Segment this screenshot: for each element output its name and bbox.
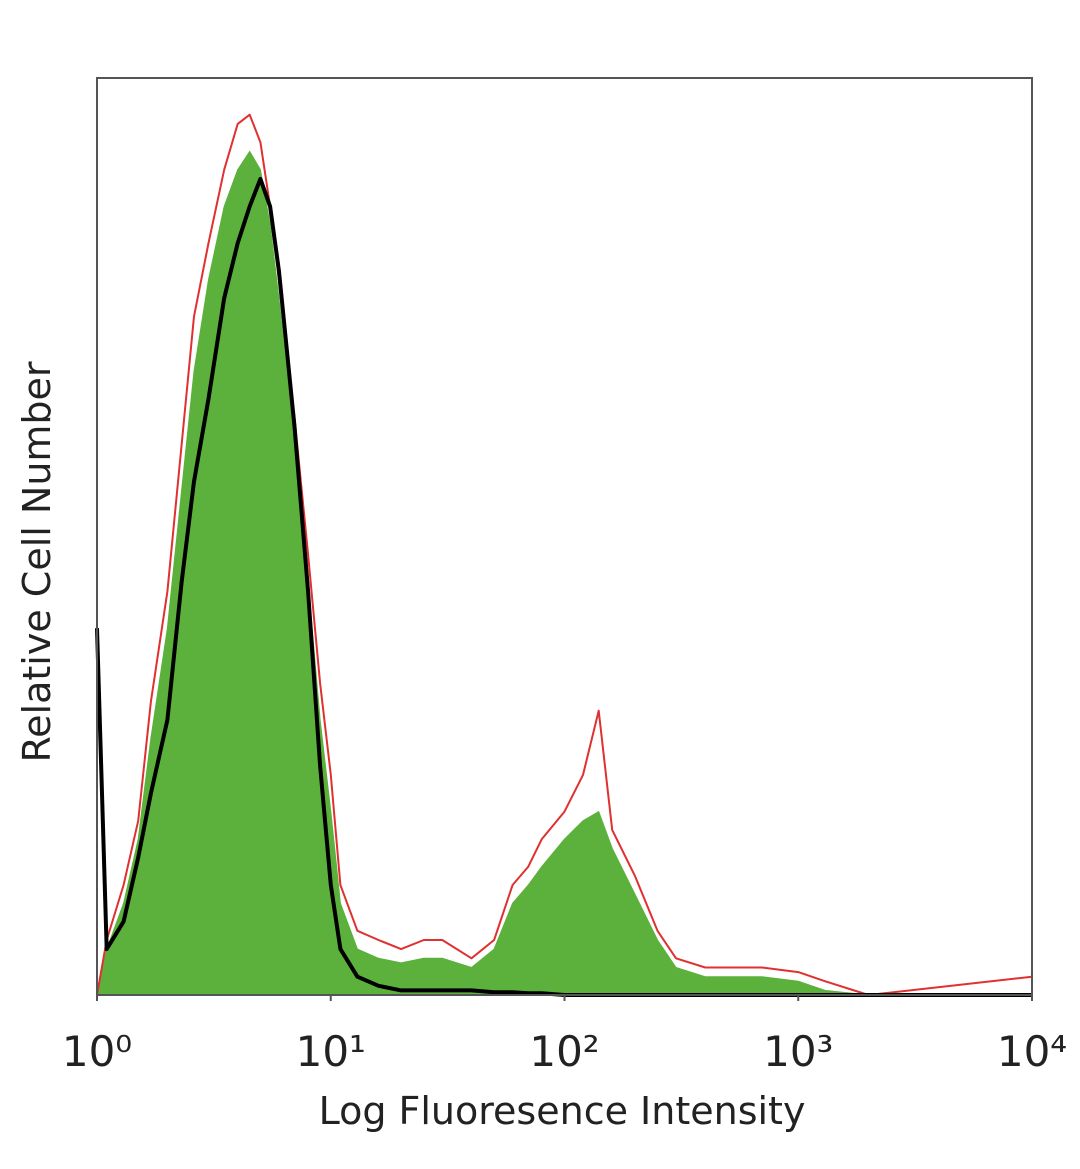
histogram-area bbox=[96, 150, 1032, 996]
x-tick-label: 10⁴ bbox=[997, 1027, 1067, 1076]
histogram-line bbox=[96, 113, 1033, 996]
x-tick-label: 10¹ bbox=[296, 1027, 366, 1076]
x-tick-label: 10² bbox=[529, 1027, 599, 1076]
x-axis-label: Log Fluoresence Intensity bbox=[319, 1089, 806, 1133]
x-tick-label: 10⁰ bbox=[62, 1027, 132, 1076]
y-axis-label: Relative Cell Number bbox=[15, 361, 59, 762]
x-tick-label: 10³ bbox=[763, 1027, 833, 1076]
